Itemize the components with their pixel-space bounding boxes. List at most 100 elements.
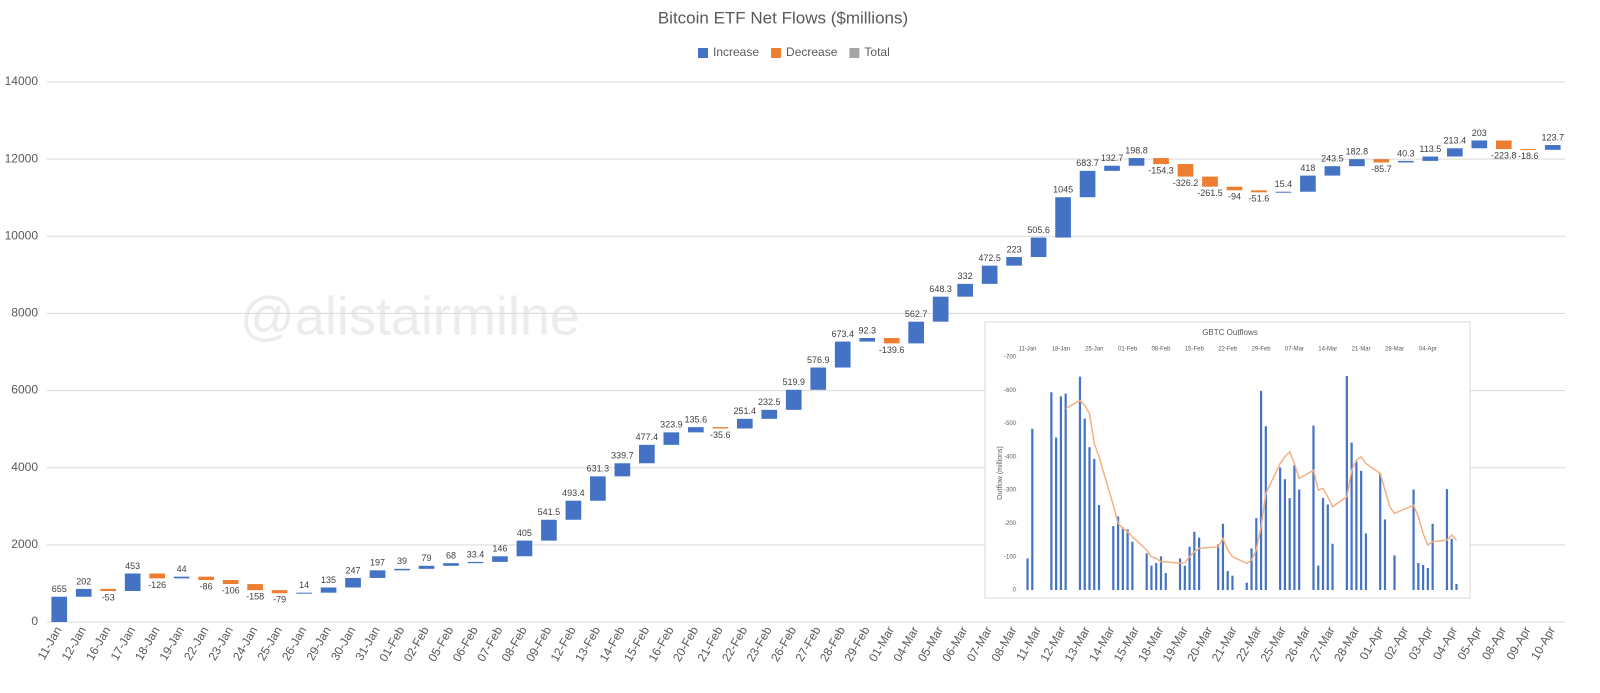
data-label: 1045 — [1053, 185, 1073, 195]
bar — [1064, 393, 1067, 590]
bar — [1293, 465, 1296, 590]
bar — [1345, 375, 1348, 590]
bar — [1112, 526, 1115, 590]
data-label: 493.4 — [562, 488, 585, 498]
data-label: 203 — [1472, 128, 1487, 138]
y-tick-label: -600 — [1004, 388, 1017, 394]
line — [1065, 399, 1458, 565]
bar — [1317, 565, 1320, 590]
y-tick-label: -500 — [1004, 421, 1017, 427]
bar — [1188, 546, 1191, 590]
y-axis-label: Outflow (millions) — [997, 446, 1004, 500]
data-label: -326.2 — [1173, 178, 1199, 188]
x-tick-label: 07-Mar — [1285, 347, 1304, 353]
y-tick-label: -100 — [1004, 554, 1017, 560]
bar — [1355, 461, 1358, 590]
data-label: -154.3 — [1148, 165, 1174, 175]
data-label: 197 — [370, 558, 385, 568]
bar — [516, 540, 533, 557]
data-label: -85.7 — [1371, 164, 1392, 174]
bar — [639, 444, 655, 464]
bar — [1150, 565, 1153, 590]
bar — [1349, 159, 1365, 167]
y-tick-label: 14000 — [5, 74, 39, 88]
y-tick-label: 0 — [1013, 588, 1017, 594]
bar — [1145, 553, 1148, 590]
data-label: 135.6 — [685, 415, 708, 425]
bar — [687, 427, 704, 433]
bar — [932, 296, 949, 322]
bar — [1398, 160, 1414, 163]
data-label: 14 — [299, 580, 309, 590]
bar — [1178, 558, 1182, 590]
bar — [1264, 426, 1267, 590]
y-tick-label: 0 — [31, 614, 38, 628]
data-label: -126 — [148, 580, 166, 590]
bar — [1231, 575, 1234, 590]
data-label: 339.7 — [611, 451, 634, 461]
data-label: 418 — [1300, 163, 1315, 173]
data-label: 39 — [397, 556, 407, 566]
bar — [834, 341, 851, 368]
bar — [247, 584, 263, 591]
bar — [1050, 392, 1053, 590]
bar — [1495, 140, 1512, 150]
bar — [1283, 479, 1286, 590]
bar — [1116, 516, 1120, 590]
bar — [663, 432, 680, 445]
bar — [1331, 543, 1334, 590]
bar — [467, 561, 484, 564]
bar — [1446, 148, 1463, 157]
data-label: 15.4 — [1275, 179, 1293, 189]
data-label: 132.7 — [1101, 153, 1124, 163]
bar — [1275, 191, 1292, 193]
legend-swatch — [771, 48, 782, 58]
bar — [1153, 158, 1169, 165]
bar — [320, 587, 337, 593]
bar — [1450, 538, 1453, 590]
data-label: 135 — [321, 575, 336, 585]
legend-swatch — [698, 48, 708, 58]
data-label: 33.4 — [467, 549, 485, 559]
bar — [1193, 531, 1196, 590]
bar — [100, 588, 117, 591]
data-label: 232.5 — [758, 397, 781, 407]
bar — [1360, 470, 1363, 590]
watermark: @alistairmilne — [240, 286, 580, 346]
chart-title: Bitcoin ETF Net Flows ($millions) — [658, 8, 908, 27]
data-label: 683.7 — [1076, 158, 1099, 168]
bar — [124, 573, 141, 591]
bar — [1300, 175, 1316, 192]
data-label: 673.4 — [831, 329, 854, 339]
bar — [1183, 565, 1186, 590]
data-label: 213.4 — [1444, 136, 1467, 146]
data-label: 198.8 — [1125, 145, 1148, 155]
bar — [1128, 158, 1145, 166]
bar — [1383, 519, 1387, 590]
legend-label: Decrease — [786, 45, 838, 59]
x-tick-label: 18-Jan — [1052, 347, 1070, 353]
bar — [1226, 186, 1243, 191]
x-tick-label: 21-Mar — [1352, 347, 1371, 353]
bar — [345, 577, 361, 588]
data-label: 123.7 — [1541, 132, 1564, 142]
bar — [1221, 523, 1225, 590]
bar — [1226, 571, 1229, 590]
bar — [1177, 164, 1194, 177]
data-label: 562.7 — [905, 309, 928, 319]
y-tick-label: 4000 — [11, 460, 38, 474]
data-label: 68 — [446, 551, 456, 561]
data-label: 79 — [421, 553, 431, 563]
data-label: -223.8 — [1491, 150, 1517, 160]
y-tick-label: 6000 — [11, 383, 38, 397]
bar — [1321, 498, 1325, 590]
bar — [1078, 376, 1082, 590]
bar — [492, 556, 508, 562]
data-label: 576.9 — [807, 355, 830, 365]
bar — [1155, 563, 1158, 590]
bar — [908, 321, 925, 344]
bar — [1259, 390, 1263, 590]
bar — [1164, 573, 1167, 590]
